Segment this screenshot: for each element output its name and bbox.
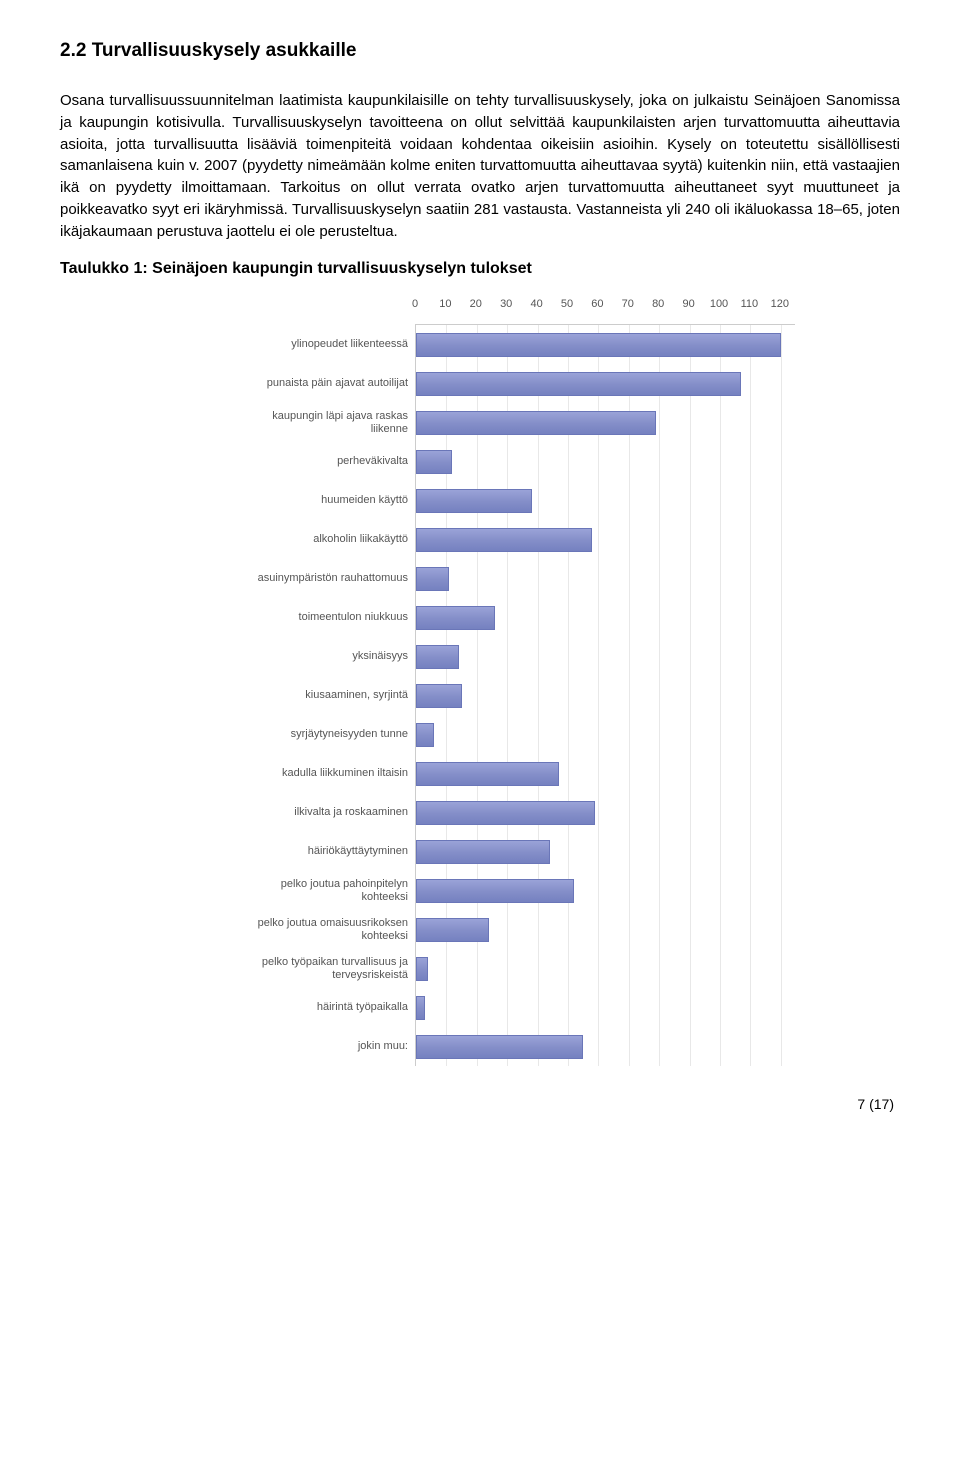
bar-label: yksinäisyys bbox=[241, 650, 416, 663]
bar-label: huumeiden käyttö bbox=[241, 494, 416, 507]
bar bbox=[416, 489, 532, 513]
bar-label: toimeentulon niukkuus bbox=[241, 611, 416, 624]
bar bbox=[416, 684, 462, 708]
bar bbox=[416, 957, 428, 981]
axis-tick: 110 bbox=[741, 298, 759, 310]
bar-row: jokin muu: bbox=[416, 1027, 795, 1066]
section-heading: 2.2 Turvallisuuskysely asukkaille bbox=[60, 40, 900, 62]
bar-label: alkoholin liikakäyttö bbox=[241, 533, 416, 546]
body-paragraph: Osana turvallisuussuunnitelman laatimist… bbox=[60, 90, 900, 242]
axis-tick: 20 bbox=[470, 298, 482, 310]
axis-tick: 70 bbox=[622, 298, 634, 310]
bar-label: pelko joutua pahoinpitelyn kohteeksi bbox=[241, 878, 416, 904]
bar bbox=[416, 1035, 583, 1059]
bar-row: yksinäisyys bbox=[416, 637, 795, 676]
chart-plot-area: ylinopeudet liikenteessäpunaista päin aj… bbox=[415, 324, 795, 1066]
bar-row: häiriökäyttäytyminen bbox=[416, 832, 795, 871]
bar bbox=[416, 996, 425, 1020]
bar-label: pelko joutua omaisuusrikoksen kohteeksi bbox=[241, 917, 416, 943]
bar bbox=[416, 372, 741, 396]
bar-row: kadulla liikkuminen iltaisin bbox=[416, 754, 795, 793]
bar-row: asuinympäristön rauhattomuus bbox=[416, 559, 795, 598]
bar bbox=[416, 606, 495, 630]
bar-row: pelko työpaikan turvallisuus ja terveysr… bbox=[416, 949, 795, 988]
axis-tick: 100 bbox=[710, 298, 728, 310]
bar-row: ilkivalta ja roskaaminen bbox=[416, 793, 795, 832]
bar-label: kaupungin läpi ajava raskas liikenne bbox=[241, 410, 416, 436]
axis-tick: 60 bbox=[591, 298, 603, 310]
axis-tick: 120 bbox=[771, 298, 789, 310]
bar-label: perheväkivalta bbox=[241, 455, 416, 468]
bar-row: kiusaaminen, syrjintä bbox=[416, 676, 795, 715]
axis-tick: 50 bbox=[561, 298, 573, 310]
axis-tick: 90 bbox=[682, 298, 694, 310]
bar-row: punaista päin ajavat autoilijat bbox=[416, 364, 795, 403]
bar-row: pelko joutua omaisuusrikoksen kohteeksi bbox=[416, 910, 795, 949]
axis-tick: 30 bbox=[500, 298, 512, 310]
bar-row: alkoholin liikakäyttö bbox=[416, 520, 795, 559]
bar bbox=[416, 879, 574, 903]
bar-label: punaista päin ajavat autoilijat bbox=[241, 377, 416, 390]
page-number: 7 (17) bbox=[60, 1096, 900, 1112]
bar bbox=[416, 918, 489, 942]
bar bbox=[416, 333, 781, 357]
axis-tick: 10 bbox=[439, 298, 451, 310]
bar-label: häirintä työpaikalla bbox=[241, 1001, 416, 1014]
bar-label: pelko työpaikan turvallisuus ja terveysr… bbox=[241, 956, 416, 982]
bar-label: häiriökäyttäytyminen bbox=[241, 845, 416, 858]
bar bbox=[416, 528, 592, 552]
bar-label: asuinympäristön rauhattomuus bbox=[241, 572, 416, 585]
axis-tick: 80 bbox=[652, 298, 664, 310]
bar bbox=[416, 801, 595, 825]
bar-label: kadulla liikkuminen iltaisin bbox=[241, 767, 416, 780]
bar-row: häirintä työpaikalla bbox=[416, 988, 795, 1027]
axis-tick: 40 bbox=[530, 298, 542, 310]
bar-label: ilkivalta ja roskaaminen bbox=[241, 806, 416, 819]
bar bbox=[416, 567, 449, 591]
bar bbox=[416, 645, 459, 669]
bar bbox=[416, 762, 559, 786]
bar bbox=[416, 411, 656, 435]
bar-row: perheväkivalta bbox=[416, 442, 795, 481]
bar bbox=[416, 450, 452, 474]
axis-tick: 0 bbox=[412, 298, 418, 310]
bar bbox=[416, 723, 434, 747]
bar-row: ylinopeudet liikenteessä bbox=[416, 325, 795, 364]
bar-row: syrjäytyneisyyden tunne bbox=[416, 715, 795, 754]
bar-row: kaupungin läpi ajava raskas liikenne bbox=[416, 403, 795, 442]
survey-bar-chart: 0 10 20 30 40 50 60 70 80 90 100 110 120 ylinopeudet… bbox=[240, 298, 800, 1066]
bar-label: jokin muu: bbox=[241, 1040, 416, 1053]
bar-label: syrjäytyneisyyden tunne bbox=[241, 728, 416, 741]
bar-row: pelko joutua pahoinpitelyn kohteeksi bbox=[416, 871, 795, 910]
chart-x-axis: 0 10 20 30 40 50 60 70 80 90 100 110 120 bbox=[415, 298, 795, 324]
bar-row: huumeiden käyttö bbox=[416, 481, 795, 520]
bar-label: ylinopeudet liikenteessä bbox=[241, 338, 416, 351]
bar-label: kiusaaminen, syrjintä bbox=[241, 689, 416, 702]
bar-row: toimeentulon niukkuus bbox=[416, 598, 795, 637]
bar bbox=[416, 840, 550, 864]
table-heading: Taulukko 1: Seinäjoen kaupungin turvalli… bbox=[60, 260, 900, 278]
